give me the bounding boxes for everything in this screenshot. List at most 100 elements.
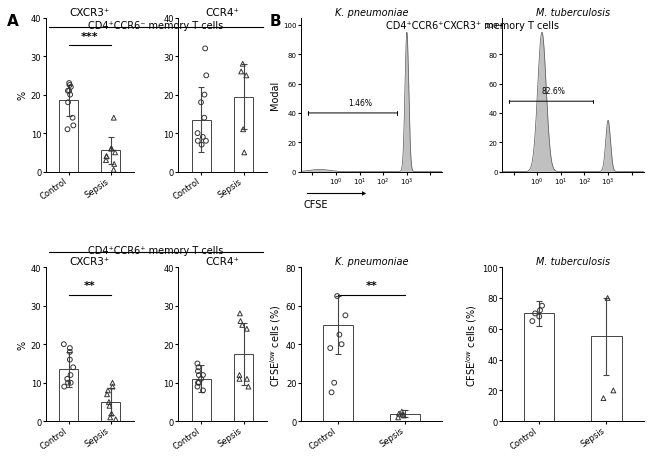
Point (237, 321, 248, 329)
Point (193, 364, 203, 371)
Point (63, 379, 73, 387)
Point (101, 153, 112, 161)
Bar (101, 151, 120, 172)
Bar (234, 354, 253, 421)
Point (109, 115, 119, 122)
Point (62, 88, 73, 95)
Point (104, 398, 114, 406)
Bar (101, 402, 120, 421)
Point (104, 402, 114, 410)
Point (336, 341, 346, 348)
Bar (192, 120, 211, 172)
Text: B: B (270, 14, 281, 29)
Bar (592, 337, 621, 421)
Point (68, 115, 78, 122)
Point (530, 310, 540, 318)
Point (64, 80, 74, 88)
Point (58, 341, 69, 348)
Point (194, 379, 204, 387)
Point (109, 167, 119, 174)
Point (236, 69, 246, 76)
Title: CCR4⁺: CCR4⁺ (205, 8, 239, 18)
Point (334, 331, 345, 338)
Point (534, 313, 545, 320)
Text: CFSE: CFSE (304, 200, 328, 210)
Point (192, 360, 203, 367)
Point (106, 145, 116, 153)
Point (63, 100, 73, 107)
Point (196, 100, 206, 107)
Point (196, 142, 207, 149)
Point (608, 387, 619, 394)
Point (598, 394, 608, 402)
Y-axis label: CFSE$^{low}$ cells (%): CFSE$^{low}$ cells (%) (268, 303, 283, 386)
Title: K. pneumoniae: K. pneumoniae (335, 8, 408, 18)
Y-axis label: CFSE$^{low}$ cells (%): CFSE$^{low}$ cells (%) (464, 303, 479, 386)
Point (237, 61, 248, 69)
Point (396, 408, 407, 415)
Point (198, 134, 208, 141)
Point (243, 383, 254, 390)
Point (241, 73, 252, 80)
Point (193, 379, 203, 387)
Point (68, 122, 79, 130)
Bar (192, 379, 211, 421)
Point (201, 138, 211, 145)
Point (192, 383, 203, 390)
Point (239, 150, 250, 157)
Title: CCR4⁺: CCR4⁺ (205, 257, 239, 267)
Bar (524, 314, 554, 421)
Point (537, 302, 547, 310)
Point (68, 364, 79, 371)
Point (326, 389, 337, 396)
Bar (59, 101, 78, 172)
Point (105, 414, 116, 421)
Point (192, 138, 203, 145)
Point (238, 126, 248, 134)
Bar (234, 97, 253, 172)
Point (196, 375, 206, 383)
Point (199, 115, 209, 122)
Title: K. pneumoniae: K. pneumoniae (335, 257, 408, 267)
Point (64, 82, 75, 89)
Bar (322, 325, 353, 421)
Point (62, 375, 72, 383)
Text: **: ** (84, 281, 96, 291)
Point (603, 294, 613, 302)
Point (64, 349, 75, 356)
Point (234, 375, 244, 383)
Point (107, 383, 118, 390)
Text: CD4⁺CCR6⁻ memory T cells: CD4⁺CCR6⁻ memory T cells (88, 21, 224, 31)
Point (234, 371, 244, 379)
Bar (390, 413, 421, 421)
Point (65, 92, 75, 99)
Point (103, 387, 113, 394)
Text: 82.6%: 82.6% (542, 87, 566, 96)
Point (235, 318, 246, 325)
Point (340, 312, 350, 319)
Point (111, 416, 121, 423)
Point (110, 150, 120, 157)
Point (194, 371, 204, 379)
Y-axis label: %: % (18, 91, 28, 100)
Y-axis label: %: % (18, 340, 28, 349)
Point (64, 344, 75, 352)
Point (59, 383, 70, 390)
Point (66, 379, 76, 387)
Point (235, 310, 245, 318)
Point (66, 84, 76, 91)
Point (65, 371, 75, 379)
Point (192, 130, 203, 138)
Point (198, 387, 208, 394)
Point (394, 410, 404, 417)
Title: CXCR3⁺: CXCR3⁺ (70, 257, 110, 267)
Point (393, 414, 403, 421)
Y-axis label: Modal: Modal (270, 81, 280, 110)
Point (101, 157, 111, 164)
Point (397, 411, 408, 418)
Text: CD4⁺CCR6⁺ memory T cells: CD4⁺CCR6⁺ memory T cells (88, 245, 224, 256)
Point (527, 318, 538, 325)
Point (201, 73, 211, 80)
Point (535, 307, 545, 314)
Title: M. tuberculosis: M. tuberculosis (536, 257, 610, 267)
